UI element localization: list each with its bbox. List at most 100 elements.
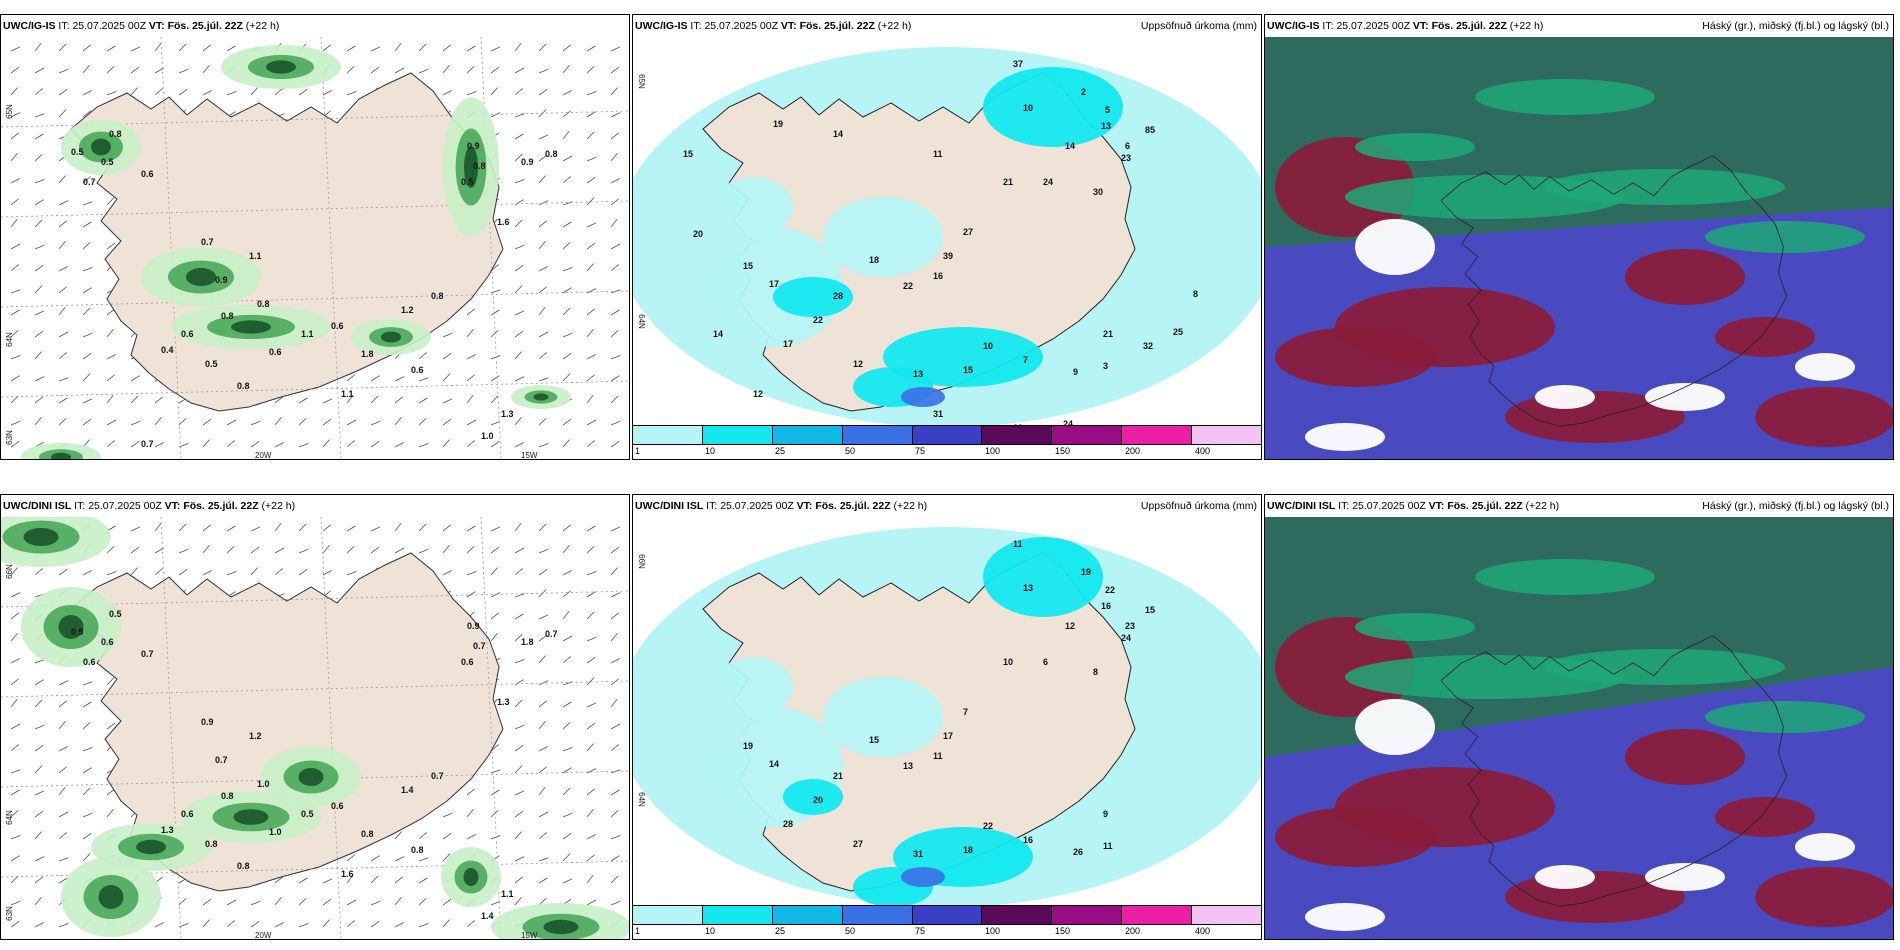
wind-barb <box>490 87 498 96</box>
wind-barb <box>538 200 549 206</box>
wind-barb <box>274 88 283 96</box>
wind-barb <box>58 43 67 52</box>
wind-barb <box>442 524 452 532</box>
wind-barb <box>202 524 212 532</box>
value-label: 0.9 <box>521 157 534 167</box>
wind-barb <box>562 287 572 294</box>
wind-barb <box>538 634 548 642</box>
wind-barb <box>586 91 597 96</box>
wind-barb <box>250 420 261 426</box>
wind-barb <box>346 440 355 448</box>
wind-barb <box>346 545 355 554</box>
wind-barb <box>394 876 404 884</box>
wind-barb <box>562 267 573 272</box>
value-label: 22 <box>903 281 913 291</box>
wind-barb <box>466 920 475 928</box>
wind-barb <box>346 45 356 52</box>
wind-barb <box>250 441 260 448</box>
map-area[interactable] <box>1265 37 1893 459</box>
wind-barb <box>154 42 162 52</box>
wind-barb <box>514 897 522 906</box>
value-label: 14 <box>833 129 843 139</box>
wind-barb <box>442 44 452 52</box>
wind-barb <box>586 419 596 426</box>
wind-barb <box>538 266 549 272</box>
wind-barb <box>490 546 500 554</box>
value-label: 30 <box>1093 187 1103 197</box>
value-label: 0.8 <box>221 311 234 321</box>
value-label: 39 <box>943 251 953 261</box>
wind-barb <box>154 417 162 426</box>
lat-label: 64N <box>636 792 646 807</box>
wind-barb <box>322 878 333 884</box>
wind-barb <box>466 65 475 74</box>
wind-barb <box>562 65 570 74</box>
wind-barb <box>58 89 68 96</box>
wind-barb <box>34 244 45 250</box>
wind-barb <box>202 898 212 906</box>
wind-barb <box>298 877 308 884</box>
wind-barb <box>562 307 571 316</box>
value-label: 8 <box>1193 289 1198 299</box>
wind-barb <box>562 610 570 620</box>
wind-barb <box>394 831 402 840</box>
map-area[interactable] <box>1265 517 1893 939</box>
wind-barb <box>298 443 309 448</box>
wind-barb <box>466 545 475 554</box>
value-label: 0.5 <box>71 147 84 157</box>
wind-barb <box>442 398 453 404</box>
wind-barb <box>442 439 450 448</box>
wind-barb <box>394 376 405 382</box>
wind-barb <box>10 658 21 664</box>
wind-barb <box>106 677 115 686</box>
map-area[interactable]: 37 10 2 5 13 6 85 23 14 21 24 30 27 39 18 22 16 28 15 17 22 1… <box>633 37 1261 459</box>
wind-barb <box>274 417 282 426</box>
value-label: 0.8 <box>237 861 250 871</box>
wind-barb <box>490 789 500 796</box>
value-label: 15 <box>869 735 879 745</box>
wind-barb <box>154 568 163 576</box>
colorbar-labels: 1 10 25 50 75 100 150 200 400 <box>633 926 1261 938</box>
iceland-land <box>70 552 504 892</box>
wind-barb <box>10 309 20 316</box>
wind-barb <box>490 592 501 598</box>
map-area[interactable]: 11 13 19 22 16 23 15 24 12 10 6 8 7 17 15 13 11 21 19 14 20 2… <box>633 517 1261 939</box>
wind-barb <box>34 765 43 774</box>
wind-barb <box>10 855 20 862</box>
wind-barb <box>538 134 549 140</box>
value-label: 0.6 <box>181 809 194 819</box>
wind-barb <box>250 921 260 928</box>
wind-barb <box>82 373 91 382</box>
wind-barb <box>442 418 452 426</box>
accum-area-light <box>713 177 793 237</box>
value-label: 22 <box>1105 585 1115 595</box>
wind-barb <box>370 875 379 884</box>
colorbar-segment <box>1052 906 1123 924</box>
wind-barb <box>202 418 212 426</box>
wind-barb <box>34 396 44 404</box>
precip-area-heavy <box>58 615 84 639</box>
wind-barb <box>466 394 474 404</box>
wind-barb <box>226 419 236 426</box>
wind-barb <box>34 376 45 382</box>
wind-barb <box>562 373 571 382</box>
wind-barb <box>34 699 43 708</box>
wind-barb <box>58 923 69 928</box>
wind-barb <box>514 790 525 796</box>
value-label: 31 <box>913 849 923 859</box>
wind-barb <box>586 222 597 228</box>
map-area[interactable]: 0.5 0.5 0.7 0.8 0.6 0.7 1.1 0.9 0.8 0.8 0.6 0.4 0.5 0… <box>1 37 629 459</box>
wind-barb <box>34 876 44 884</box>
wind-barb <box>34 310 45 316</box>
lat-label: 64N <box>4 810 14 825</box>
wind-barb <box>586 394 594 404</box>
map-area[interactable]: 0.9 0.6 0.6 0.5 0.7 0.9 1.2 0.7 1.0 0.8 0.6 1.3 0.8 0… <box>1 517 629 939</box>
wind-barb <box>610 153 618 162</box>
wind-barb <box>514 179 525 184</box>
wind-barb <box>610 198 619 206</box>
wind-barb <box>586 65 595 74</box>
colorbar-segment <box>842 426 913 444</box>
wind-barb <box>562 353 572 360</box>
accum-area-moderate <box>783 779 843 815</box>
wind-barb <box>514 745 524 752</box>
